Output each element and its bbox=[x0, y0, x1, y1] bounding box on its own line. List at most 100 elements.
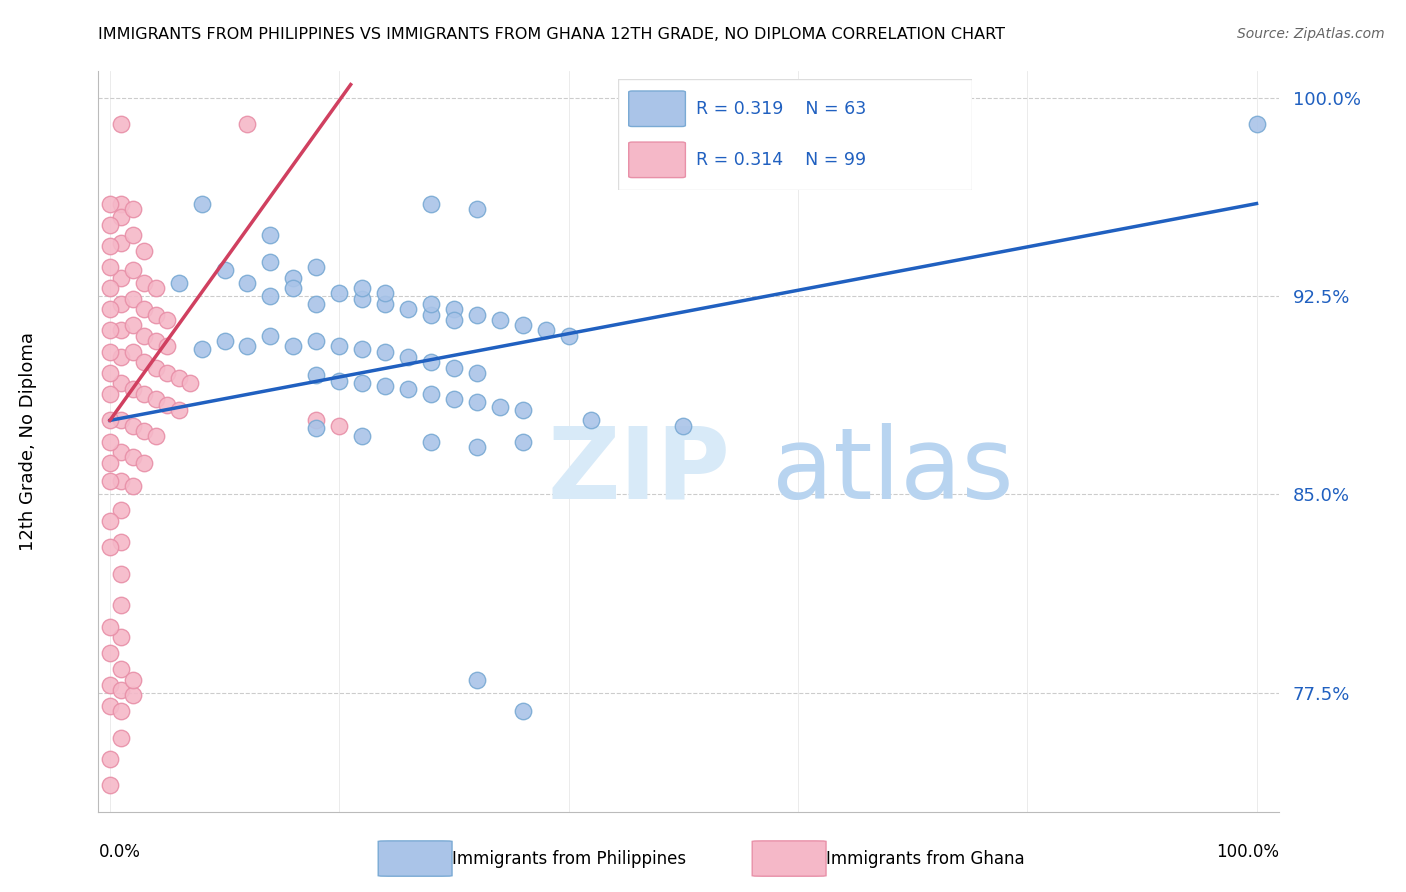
Point bbox=[110, 117, 132, 131]
Point bbox=[98, 778, 121, 792]
Point bbox=[305, 260, 328, 274]
Point bbox=[465, 395, 488, 409]
Point bbox=[352, 342, 374, 356]
Point bbox=[98, 344, 121, 359]
Text: IMMIGRANTS FROM PHILIPPINES VS IMMIGRANTS FROM GHANA 12TH GRADE, NO DIPLOMA CORR: IMMIGRANTS FROM PHILIPPINES VS IMMIGRANT… bbox=[98, 27, 1005, 42]
Point bbox=[374, 297, 396, 311]
Point bbox=[672, 418, 695, 433]
Text: Source: ZipAtlas.com: Source: ZipAtlas.com bbox=[1237, 27, 1385, 41]
Point bbox=[98, 387, 121, 401]
Point bbox=[121, 344, 143, 359]
Text: Immigrants from Ghana: Immigrants from Ghana bbox=[827, 849, 1025, 868]
FancyBboxPatch shape bbox=[752, 841, 827, 876]
Point bbox=[443, 360, 465, 375]
Point bbox=[134, 456, 156, 470]
Point bbox=[512, 434, 534, 449]
Point bbox=[443, 313, 465, 327]
Point bbox=[305, 334, 328, 348]
Point bbox=[832, 170, 855, 185]
Point bbox=[121, 418, 143, 433]
Point bbox=[98, 239, 121, 253]
Point bbox=[328, 374, 350, 388]
Point bbox=[352, 281, 374, 295]
Text: R = 0.319    N = 63: R = 0.319 N = 63 bbox=[696, 100, 866, 118]
Point bbox=[420, 297, 443, 311]
Point bbox=[259, 328, 281, 343]
Point bbox=[121, 318, 143, 333]
Point bbox=[236, 276, 259, 290]
Point bbox=[110, 376, 132, 391]
Point bbox=[145, 281, 167, 295]
Point bbox=[512, 704, 534, 718]
Point bbox=[98, 698, 121, 713]
Point bbox=[190, 196, 212, 211]
Point bbox=[98, 196, 121, 211]
Point bbox=[534, 324, 557, 338]
Point bbox=[134, 387, 156, 401]
Point bbox=[374, 379, 396, 393]
Point bbox=[110, 503, 132, 517]
Point bbox=[396, 350, 419, 364]
Point bbox=[581, 413, 603, 427]
Point bbox=[98, 474, 121, 488]
Point bbox=[110, 270, 132, 285]
Point bbox=[110, 704, 132, 718]
Point bbox=[110, 731, 132, 745]
Point bbox=[283, 281, 305, 295]
Point bbox=[512, 402, 534, 417]
Point bbox=[98, 324, 121, 338]
Point bbox=[110, 630, 132, 644]
Point bbox=[98, 752, 121, 766]
Point bbox=[121, 292, 143, 306]
Point bbox=[214, 334, 236, 348]
Point bbox=[420, 355, 443, 369]
Point bbox=[259, 289, 281, 303]
Point bbox=[305, 297, 328, 311]
Text: 12th Grade, No Diploma: 12th Grade, No Diploma bbox=[20, 332, 37, 551]
Point bbox=[134, 328, 156, 343]
FancyBboxPatch shape bbox=[628, 142, 685, 178]
Point bbox=[283, 270, 305, 285]
Point bbox=[305, 368, 328, 383]
Point bbox=[167, 402, 190, 417]
Text: atlas: atlas bbox=[772, 423, 1014, 520]
Point bbox=[98, 619, 121, 633]
Point bbox=[121, 202, 143, 216]
Point bbox=[145, 392, 167, 407]
Text: 0.0%: 0.0% bbox=[98, 843, 141, 861]
Point bbox=[236, 117, 259, 131]
Point bbox=[156, 339, 179, 353]
Point bbox=[121, 382, 143, 396]
Point bbox=[352, 376, 374, 391]
Point bbox=[110, 196, 132, 211]
Point bbox=[420, 308, 443, 322]
Point bbox=[305, 413, 328, 427]
Point bbox=[396, 302, 419, 317]
Point bbox=[283, 339, 305, 353]
Point bbox=[374, 344, 396, 359]
Point bbox=[134, 276, 156, 290]
Point bbox=[98, 434, 121, 449]
Point bbox=[352, 292, 374, 306]
Point bbox=[98, 646, 121, 660]
Point bbox=[134, 355, 156, 369]
Point bbox=[328, 418, 350, 433]
Point bbox=[110, 683, 132, 698]
Point bbox=[557, 328, 579, 343]
Point bbox=[443, 392, 465, 407]
Point bbox=[110, 445, 132, 459]
Point bbox=[488, 400, 510, 414]
Point bbox=[110, 474, 132, 488]
Point bbox=[110, 210, 132, 224]
Point bbox=[465, 366, 488, 380]
Point bbox=[110, 413, 132, 427]
Point bbox=[465, 673, 488, 687]
Text: ZIP: ZIP bbox=[547, 423, 730, 520]
Point bbox=[1246, 117, 1268, 131]
Point bbox=[145, 308, 167, 322]
Point bbox=[98, 281, 121, 295]
Point bbox=[236, 339, 259, 353]
Point bbox=[443, 302, 465, 317]
Point bbox=[465, 440, 488, 454]
Point bbox=[98, 413, 121, 427]
